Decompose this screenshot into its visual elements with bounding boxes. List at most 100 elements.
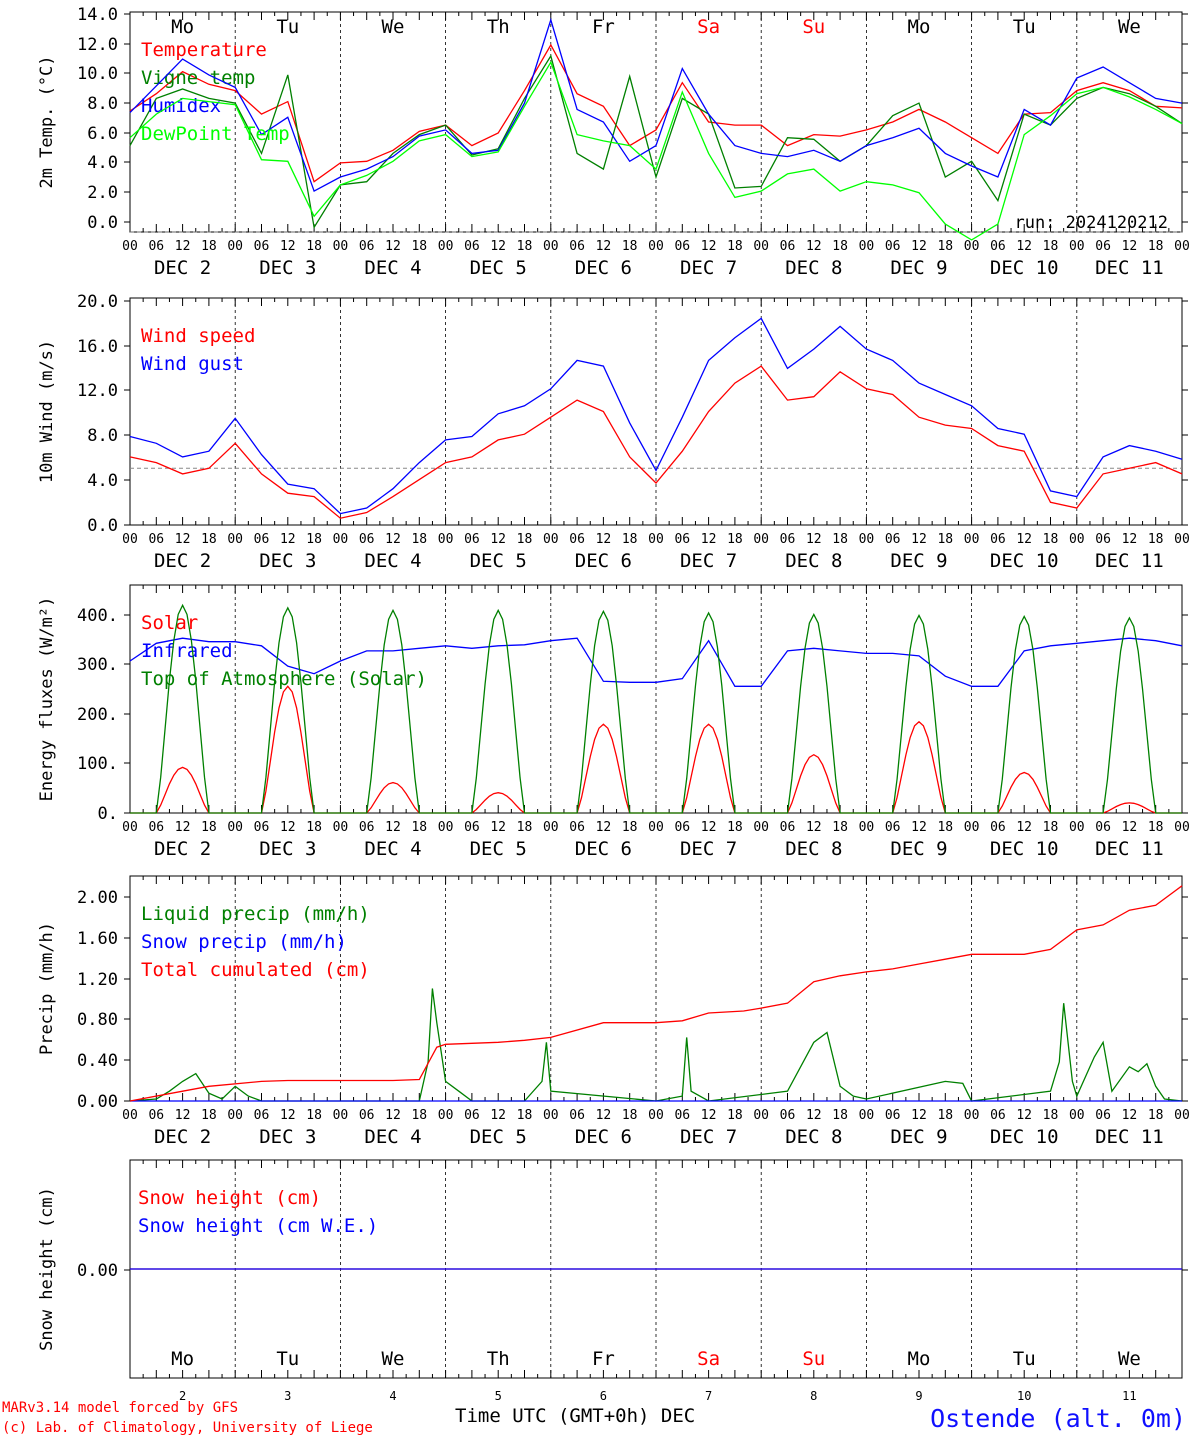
hour-label: 12 — [911, 239, 927, 254]
hour-label: 06 — [885, 532, 901, 547]
hour-label: 06 — [359, 532, 375, 547]
hour-label: 18 — [517, 1108, 533, 1123]
y-tick-label: 400. — [77, 606, 118, 626]
y-tick-label: 1.20 — [77, 970, 118, 990]
hour-label: 00 — [964, 532, 980, 547]
hour-label: 12 — [1016, 820, 1032, 835]
hour-label: 18 — [1148, 820, 1164, 835]
hour-label: 06 — [990, 532, 1006, 547]
y-tick-label: 0.0 — [87, 516, 118, 536]
y-tick-label: 12.0 — [77, 381, 118, 401]
hour-label: 18 — [832, 532, 848, 547]
hour-label: 18 — [201, 1108, 217, 1123]
hour-label: 18 — [1148, 239, 1164, 254]
hour-label: 12 — [701, 239, 717, 254]
y-axis-label: Energy fluxes (W/m²) — [37, 597, 57, 802]
hour-label: 18 — [727, 820, 743, 835]
hour-label: 18 — [1043, 1108, 1059, 1123]
hour-label: 00 — [1174, 239, 1190, 254]
day-number: 6 — [600, 1389, 607, 1403]
date-label: DEC 4 — [364, 838, 421, 860]
y-tick-label: 300. — [77, 655, 118, 675]
hour-label: 06 — [569, 239, 585, 254]
legend-entry: Humidex — [141, 95, 221, 117]
hour-label: 00 — [859, 1108, 875, 1123]
y-tick-label: 100. — [77, 754, 118, 774]
hour-label: 00 — [438, 1108, 454, 1123]
hour-label: 12 — [490, 820, 506, 835]
station-name: Ostende (alt. 0m) — [930, 1404, 1186, 1433]
weekday-label: We — [1118, 1348, 1141, 1370]
weekday-label: Fr — [592, 16, 615, 38]
hour-label: 00 — [1069, 820, 1085, 835]
hour-label: 06 — [254, 532, 270, 547]
date-label: DEC 3 — [259, 257, 316, 279]
hour-label: 00 — [1174, 532, 1190, 547]
hour-label: 12 — [806, 1108, 822, 1123]
weekday-label: We — [1118, 16, 1141, 38]
series-line-wind-gust — [129, 317, 1183, 515]
hour-label: 00 — [227, 532, 243, 547]
hour-label: 18 — [832, 820, 848, 835]
date-label: DEC 7 — [680, 1126, 737, 1148]
hour-label: 12 — [280, 239, 296, 254]
hour-label: 06 — [674, 820, 690, 835]
hour-label: 00 — [333, 532, 349, 547]
date-label: DEC 11 — [1095, 550, 1164, 572]
hour-label: 00 — [122, 532, 138, 547]
date-label: DEC 3 — [259, 838, 316, 860]
day-number: 3 — [284, 1389, 291, 1403]
hour-label: 00 — [964, 1108, 980, 1123]
hour-label: 06 — [359, 820, 375, 835]
weekday-label: Mo — [908, 16, 931, 38]
y-tick-label: 20.0 — [77, 292, 118, 312]
hour-label: 12 — [1016, 532, 1032, 547]
hour-label: 12 — [1122, 532, 1138, 547]
date-label: DEC 10 — [990, 550, 1059, 572]
date-label: DEC 7 — [680, 838, 737, 860]
hour-label: 12 — [806, 239, 822, 254]
legend-entry: Temperature — [141, 39, 267, 61]
hour-label: 18 — [622, 239, 638, 254]
hour-label: 18 — [306, 1108, 322, 1123]
date-label: DEC 8 — [785, 838, 842, 860]
y-axis-label: Snow height (cm) — [37, 1187, 57, 1351]
hour-label: 12 — [490, 532, 506, 547]
weekday-label: Su — [802, 1348, 825, 1370]
hour-label: 18 — [622, 1108, 638, 1123]
date-label: DEC 2 — [154, 257, 211, 279]
legend-entry: Wind speed — [141, 325, 255, 347]
hour-label: 12 — [1122, 239, 1138, 254]
hour-label: 00 — [753, 532, 769, 547]
hour-label: 00 — [438, 820, 454, 835]
day-number: 8 — [810, 1389, 817, 1403]
date-label: DEC 6 — [575, 1126, 632, 1148]
hour-label: 00 — [1069, 532, 1085, 547]
hour-label: 18 — [411, 532, 427, 547]
legend-entry: Liquid precip (mm/h) — [141, 903, 370, 925]
y-tick-label: 0.00 — [77, 1092, 118, 1112]
hour-label: 18 — [306, 239, 322, 254]
day-number: 2 — [179, 1389, 186, 1403]
hour-label: 06 — [990, 820, 1006, 835]
legend-entry: Vigne temp — [141, 67, 255, 89]
date-label: DEC 5 — [470, 1126, 527, 1148]
weekday-label: We — [382, 16, 405, 38]
hour-label: 18 — [727, 532, 743, 547]
series-line-liquid-precip-mm-h- — [129, 988, 1183, 1102]
hour-label: 06 — [1095, 1108, 1111, 1123]
y-axis-label: 2m Temp. (°C) — [37, 55, 57, 188]
hour-label: 00 — [859, 239, 875, 254]
series-line-wind-speed — [129, 365, 1183, 519]
hour-label: 12 — [280, 1108, 296, 1123]
hour-label: 18 — [937, 532, 953, 547]
legend-entry: Snow height (cm W.E.) — [138, 1215, 378, 1237]
date-label: DEC 10 — [990, 1126, 1059, 1148]
date-label: DEC 9 — [890, 550, 947, 572]
x-axis-title: Time UTC (GMT+0h) DEC — [455, 1405, 696, 1427]
hour-label: 18 — [517, 532, 533, 547]
hour-label: 18 — [937, 239, 953, 254]
date-label: DEC 2 — [154, 550, 211, 572]
hour-label: 00 — [227, 239, 243, 254]
